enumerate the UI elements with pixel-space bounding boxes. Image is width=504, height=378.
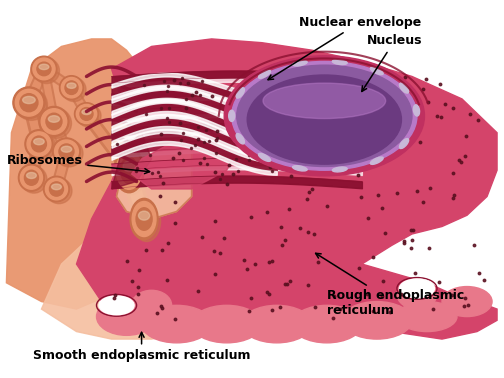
Ellipse shape [20,166,42,189]
Ellipse shape [27,132,55,160]
Ellipse shape [224,56,424,176]
Ellipse shape [39,64,49,70]
Ellipse shape [31,136,46,152]
Ellipse shape [123,161,135,172]
Ellipse shape [82,110,91,115]
Ellipse shape [13,87,45,118]
Ellipse shape [263,83,386,119]
Ellipse shape [16,89,47,120]
Ellipse shape [80,108,93,120]
Ellipse shape [65,81,78,94]
Ellipse shape [142,305,212,343]
Ellipse shape [332,167,347,172]
Polygon shape [77,39,497,339]
Ellipse shape [20,94,38,112]
Ellipse shape [97,298,157,335]
Ellipse shape [132,290,172,320]
Ellipse shape [370,157,383,164]
Ellipse shape [62,77,86,102]
Ellipse shape [33,58,55,80]
Text: Rough endoplasmic
reticulum: Rough endoplasmic reticulum [316,253,464,318]
Ellipse shape [236,88,244,98]
Ellipse shape [259,70,271,78]
Ellipse shape [133,200,161,242]
Ellipse shape [41,109,67,134]
Ellipse shape [33,58,59,84]
Ellipse shape [332,60,347,65]
Ellipse shape [130,198,158,240]
Ellipse shape [76,104,97,124]
Ellipse shape [442,287,492,317]
Polygon shape [111,133,152,189]
Ellipse shape [413,105,419,116]
Ellipse shape [24,170,38,185]
Ellipse shape [61,146,72,152]
Ellipse shape [292,305,362,343]
Ellipse shape [59,144,74,159]
Ellipse shape [37,62,51,76]
Ellipse shape [397,302,457,332]
Ellipse shape [139,211,150,220]
Text: Ribosomes: Ribosomes [7,154,150,174]
Ellipse shape [34,138,44,145]
Ellipse shape [41,108,72,138]
Ellipse shape [55,140,83,167]
Ellipse shape [46,178,72,204]
Ellipse shape [43,176,70,202]
Ellipse shape [59,76,84,100]
Ellipse shape [52,138,81,165]
Ellipse shape [120,157,138,183]
Ellipse shape [31,56,57,82]
Ellipse shape [61,77,82,98]
Ellipse shape [370,67,383,75]
Text: Nucleus: Nucleus [362,34,422,91]
Ellipse shape [116,151,142,189]
Ellipse shape [116,150,147,195]
Ellipse shape [45,178,68,200]
Polygon shape [41,208,212,339]
Ellipse shape [49,182,64,196]
Ellipse shape [15,89,42,116]
Ellipse shape [293,61,307,66]
Polygon shape [7,39,192,309]
Ellipse shape [48,116,59,122]
Ellipse shape [77,105,101,127]
Ellipse shape [46,113,62,130]
Ellipse shape [242,305,312,343]
Ellipse shape [132,201,156,237]
Polygon shape [132,133,242,189]
Text: Nuclear envelope: Nuclear envelope [268,15,421,80]
Ellipse shape [399,139,409,149]
Ellipse shape [229,110,235,121]
Ellipse shape [136,208,152,230]
Ellipse shape [54,140,79,163]
Ellipse shape [342,302,412,339]
Ellipse shape [232,61,417,170]
Ellipse shape [75,103,98,125]
Ellipse shape [400,279,434,298]
Ellipse shape [236,133,244,144]
Ellipse shape [259,153,271,161]
Ellipse shape [51,184,61,190]
Ellipse shape [114,148,144,193]
Ellipse shape [293,166,307,171]
Ellipse shape [27,172,36,178]
Ellipse shape [192,305,262,343]
Ellipse shape [237,65,412,166]
Ellipse shape [67,83,76,88]
Ellipse shape [39,107,69,136]
Ellipse shape [397,279,437,309]
Ellipse shape [19,164,44,191]
Text: Smooth endoplasmic reticulum: Smooth endoplasmic reticulum [33,332,250,363]
Ellipse shape [25,130,53,158]
Ellipse shape [27,132,51,156]
Ellipse shape [21,166,47,193]
Polygon shape [116,140,192,219]
Ellipse shape [247,75,401,164]
Ellipse shape [399,83,409,93]
Ellipse shape [99,296,134,315]
Ellipse shape [23,96,35,104]
